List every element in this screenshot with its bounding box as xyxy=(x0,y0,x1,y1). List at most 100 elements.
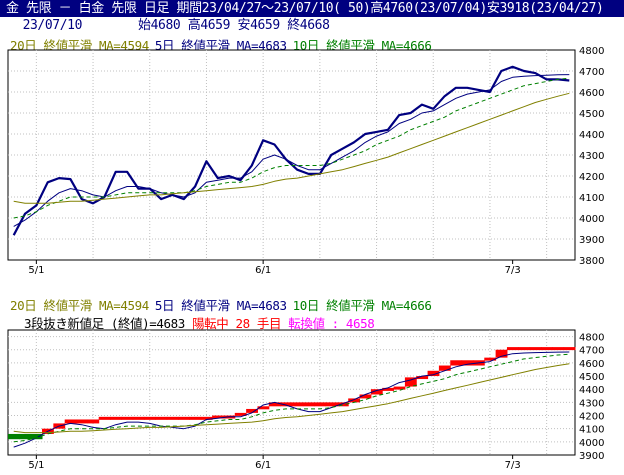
brick xyxy=(257,406,270,410)
y-tick-label: 4200 xyxy=(579,172,604,183)
brick xyxy=(87,419,100,424)
brick xyxy=(495,349,508,358)
y-tick-label: 4500 xyxy=(579,372,604,383)
y-tick-label: 4200 xyxy=(579,412,604,423)
series-ma10 xyxy=(13,77,570,219)
series-ma10 xyxy=(13,353,570,443)
brick xyxy=(484,357,497,361)
brick xyxy=(144,416,156,420)
y-tick-label: 4400 xyxy=(579,385,604,396)
y-tick-label: 4300 xyxy=(579,398,604,409)
y-tick-label: 4100 xyxy=(579,193,604,204)
y-tick-label: 3800 xyxy=(579,256,604,267)
brick xyxy=(563,347,576,351)
brick xyxy=(121,416,134,420)
x-tick-label: 6/1 xyxy=(255,460,271,471)
y-tick-label: 4500 xyxy=(579,109,604,120)
brick xyxy=(336,402,349,407)
y-tick-label: 4800 xyxy=(579,46,604,57)
brick xyxy=(98,416,111,420)
brick xyxy=(212,415,224,419)
brick xyxy=(450,360,463,366)
x-tick-label: 7/3 xyxy=(505,265,521,276)
brick xyxy=(382,387,395,391)
brick xyxy=(416,376,429,380)
brick xyxy=(166,416,179,420)
chart-title-bar: 金 先限 － 白金 先限 日足 期間23/04/27～23/07/10( 50)… xyxy=(0,0,624,17)
x-tick-label: 5/1 xyxy=(28,460,44,471)
brick xyxy=(178,416,190,420)
brick-status-prefix: 3段抜き新値足 (終値)=4683 xyxy=(24,316,185,331)
brick xyxy=(200,416,213,420)
brick xyxy=(64,419,77,424)
brick xyxy=(246,408,258,413)
last-date: 23/07/10 xyxy=(22,18,83,33)
brick xyxy=(529,347,542,351)
brick xyxy=(325,402,338,407)
brick xyxy=(234,412,247,416)
y-tick-label: 4600 xyxy=(579,359,604,370)
y-tick-label: 4700 xyxy=(579,346,604,357)
y-tick-label: 4700 xyxy=(579,67,604,78)
chart-title: 金 先限 － 白金 先限 日足 期間23/04/27～23/07/10( 50)… xyxy=(6,1,604,16)
y-tick-label: 4600 xyxy=(579,88,604,99)
y-tick-label: 4800 xyxy=(579,333,604,344)
brick xyxy=(19,433,32,440)
brick-status-reversal: 転換値 : 4658 xyxy=(288,316,375,331)
brick xyxy=(393,386,406,390)
x-tick-label: 7/3 xyxy=(505,460,521,471)
ohlc-values: 始4680 高4659 安4659 終4668 xyxy=(138,18,330,33)
ohlc-bar: 23/07/10 始4680 高4659 安4659 終4668 xyxy=(0,17,330,34)
y-tick-label: 3900 xyxy=(579,451,604,462)
brick xyxy=(280,402,292,407)
x-tick-label: 6/1 xyxy=(255,265,271,276)
brick xyxy=(291,402,304,407)
brick xyxy=(404,377,417,387)
x-tick-label: 5/1 xyxy=(28,265,44,276)
legend-ma20: 20日 終値平滑 MA=4594 xyxy=(10,298,149,313)
brick xyxy=(370,389,383,395)
brick xyxy=(359,394,372,399)
series-ma5 xyxy=(13,74,570,227)
brick xyxy=(552,347,565,351)
lower-legend: 20日 終値平滑 MA=4594 5日 終値平滑 MA=4683 10日 終値平滑 … xyxy=(10,295,438,314)
brick xyxy=(518,347,531,351)
brick xyxy=(268,402,281,407)
y-tick-label: 4300 xyxy=(579,151,604,162)
brick xyxy=(132,416,145,420)
brick xyxy=(540,347,553,351)
upper-legend: 20日 終値平滑 MA=4594 5日 終値平滑 MA=4683 10日 終値平滑 … xyxy=(10,35,438,54)
brick xyxy=(8,433,20,440)
upper-panel-frame xyxy=(7,49,576,261)
brick xyxy=(302,402,315,407)
series-price xyxy=(12,65,570,236)
y-tick-label: 4000 xyxy=(579,214,604,225)
brick xyxy=(348,398,361,403)
series-ma20 xyxy=(13,92,570,204)
brick xyxy=(189,416,202,420)
lower-panel-frame xyxy=(7,329,576,456)
y-tick-label: 4100 xyxy=(579,425,604,436)
legend-ma10: 10日 終値平滑 MA=4666 xyxy=(292,38,432,53)
brick xyxy=(314,402,327,407)
brick xyxy=(427,370,440,377)
y-tick-label: 4000 xyxy=(579,438,604,449)
brick-status-trend: 陽転中 xyxy=(192,316,229,331)
brick-status-count: 28 手目 xyxy=(235,316,282,331)
brick-status: 3段抜き新値足 (終値)=4683 陽転中 28 手目 転換値 : 4658 xyxy=(24,313,375,332)
legend-ma20: 20日 終値平滑 MA=4594 xyxy=(10,38,149,53)
brick xyxy=(110,416,122,420)
brick xyxy=(76,419,88,424)
y-tick-label: 3900 xyxy=(579,235,604,246)
brick xyxy=(30,433,43,440)
y-tick-label: 4400 xyxy=(579,130,604,141)
brick xyxy=(506,347,519,351)
legend-ma5: 5日 終値平滑 MA=4683 xyxy=(154,38,287,53)
brick xyxy=(155,416,168,420)
legend-ma5: 5日 終値平滑 MA=4683 xyxy=(154,298,287,313)
series-ma20 xyxy=(13,363,570,434)
legend-ma10: 10日 終値平滑 MA=4666 xyxy=(292,298,432,313)
brick xyxy=(461,360,474,366)
brick xyxy=(438,365,451,371)
